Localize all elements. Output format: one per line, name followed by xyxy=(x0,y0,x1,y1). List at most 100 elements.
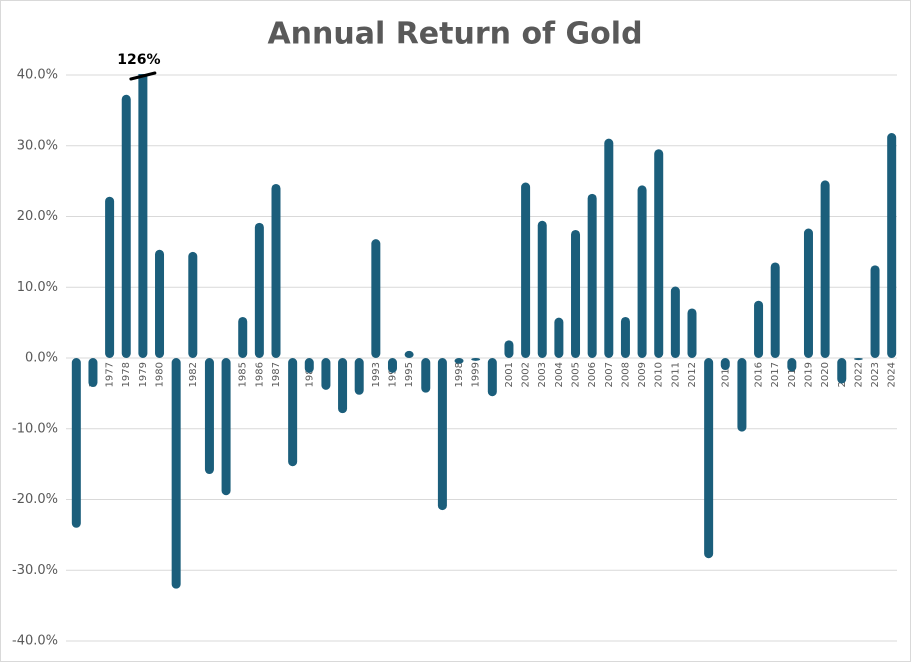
x-tick-label: 1979 xyxy=(138,362,149,387)
bar xyxy=(654,149,664,358)
x-tick-label: 1989 xyxy=(304,362,315,387)
x-tick-label: 1980 xyxy=(155,362,166,387)
bar xyxy=(670,286,680,358)
bar xyxy=(254,222,264,358)
x-tick-label: 1986 xyxy=(254,362,265,387)
x-tick-label: 2002 xyxy=(521,362,532,387)
x-tick-label: 2020 xyxy=(820,362,831,387)
x-tick-label: 2022 xyxy=(853,362,864,387)
bar xyxy=(504,340,514,358)
bar xyxy=(138,74,148,358)
x-tick-label: 2001 xyxy=(504,362,515,387)
x-tick-label: 2014 xyxy=(720,362,731,387)
x-tick-label: 2005 xyxy=(571,362,582,387)
bar xyxy=(687,308,697,358)
x-tick-label: 2017 xyxy=(770,362,781,387)
x-tick-label: 1993 xyxy=(371,362,382,387)
y-tick-label: -20.0% xyxy=(12,492,58,507)
x-tick-label: 1994 xyxy=(387,362,398,387)
y-tick-label: 10.0% xyxy=(17,280,58,295)
bar xyxy=(204,358,214,475)
bar xyxy=(271,183,281,358)
bar xyxy=(387,358,397,373)
bar xyxy=(887,133,897,358)
bar xyxy=(587,193,597,358)
bar xyxy=(787,358,797,372)
x-tick-label: 2018 xyxy=(787,362,798,387)
x-tick-label: 2024 xyxy=(887,362,898,387)
bar xyxy=(354,358,364,395)
x-tick-label: 1998 xyxy=(454,362,465,387)
y-tick-label: -10.0% xyxy=(12,421,58,436)
y-tick-label: 30.0% xyxy=(17,138,58,153)
x-tick-label: 1987 xyxy=(271,362,282,387)
bar xyxy=(437,358,447,511)
chart-title: Annual Return of Gold xyxy=(267,17,642,52)
bar xyxy=(338,358,348,414)
x-tick-label: 1999 xyxy=(471,362,482,387)
bar xyxy=(637,185,647,358)
bar xyxy=(288,358,298,467)
x-tick-label: 1995 xyxy=(404,362,415,387)
x-tick-label: 2006 xyxy=(587,362,598,387)
x-tick-label: 1977 xyxy=(105,362,116,387)
bar xyxy=(620,316,630,358)
bar xyxy=(171,358,181,589)
bar xyxy=(820,180,830,358)
x-tick-label: 2016 xyxy=(754,362,765,387)
bar xyxy=(321,358,331,390)
bar xyxy=(105,196,115,358)
bar xyxy=(853,358,863,361)
y-tick-label: 0.0% xyxy=(25,351,58,366)
bar xyxy=(803,228,813,358)
bar xyxy=(88,358,98,388)
bar xyxy=(537,220,547,358)
x-tick-label: 2008 xyxy=(620,362,631,387)
bar xyxy=(421,358,431,393)
y-tick-label: 40.0% xyxy=(17,68,58,83)
value-label: 126% xyxy=(117,52,160,68)
bar xyxy=(471,358,481,361)
bar xyxy=(604,138,614,358)
x-tick-label: 2003 xyxy=(537,362,548,387)
x-tick-label: 2007 xyxy=(604,362,615,387)
y-tick-label: 20.0% xyxy=(17,209,58,224)
bar xyxy=(238,316,248,358)
bar xyxy=(770,262,780,358)
x-tick-label: 2010 xyxy=(654,362,665,387)
x-tick-label: 2019 xyxy=(803,362,814,387)
bar xyxy=(221,358,231,496)
bars xyxy=(71,74,897,589)
x-tick-label: 1985 xyxy=(238,362,249,387)
y-tick-label: -30.0% xyxy=(12,563,58,578)
x-tick-label: 1978 xyxy=(121,362,132,387)
bar xyxy=(754,300,764,358)
bar xyxy=(304,358,314,373)
bar xyxy=(454,358,464,364)
bar xyxy=(404,350,414,358)
x-tick-label: 2004 xyxy=(554,362,565,387)
bar xyxy=(837,358,847,384)
bar xyxy=(155,249,165,358)
y-tick-label: -40.0% xyxy=(12,634,58,649)
x-tick-label: 2012 xyxy=(687,362,698,387)
bar xyxy=(71,358,81,528)
x-tick-label: 2009 xyxy=(637,362,648,387)
x-tick-label: 1982 xyxy=(188,362,199,387)
break-mark xyxy=(129,71,157,81)
bar xyxy=(521,182,531,358)
bar xyxy=(720,358,730,371)
bar xyxy=(870,265,880,358)
bar xyxy=(371,239,381,358)
bar xyxy=(571,229,581,358)
bar xyxy=(737,358,747,432)
x-tick-label: 2023 xyxy=(870,362,881,387)
bar xyxy=(487,358,497,397)
bar xyxy=(704,358,714,559)
bar xyxy=(188,251,198,358)
bar xyxy=(121,94,131,358)
x-tick-label: 2011 xyxy=(670,362,681,387)
bar xyxy=(554,317,564,358)
